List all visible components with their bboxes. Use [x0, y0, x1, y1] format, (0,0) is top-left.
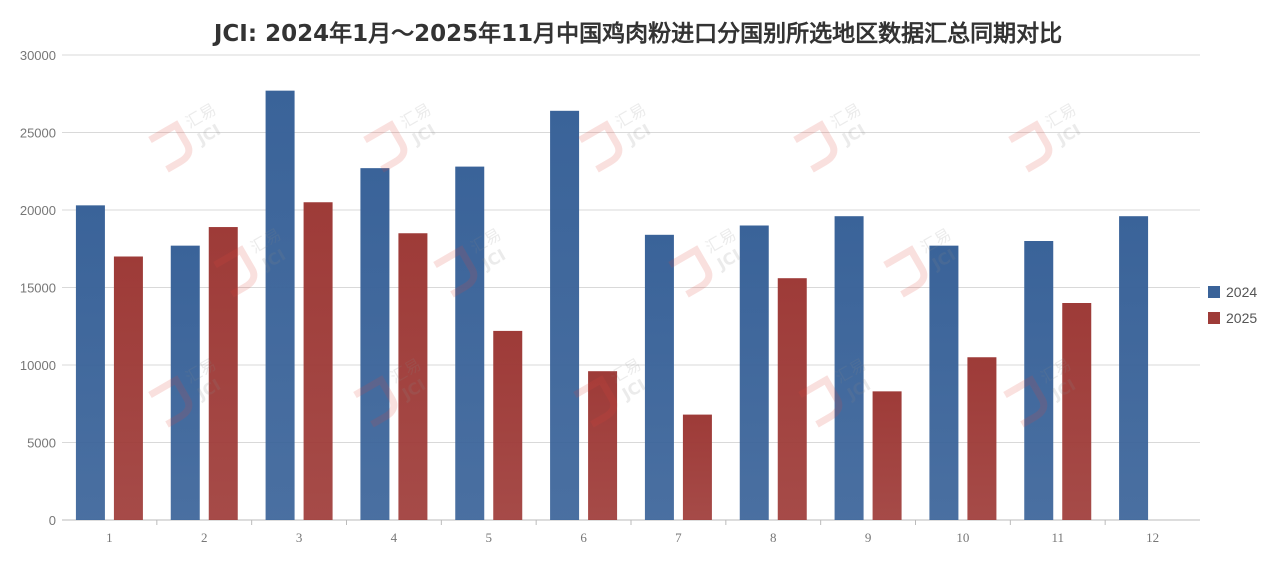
x-tick-label: 10	[956, 530, 969, 545]
watermark-j-shape	[433, 245, 478, 298]
bar-2025-4	[398, 233, 428, 520]
bar-2025-11	[1062, 303, 1092, 520]
y-tick-label: 10000	[20, 358, 56, 373]
x-tick-label: 12	[1146, 530, 1159, 545]
x-tick-label: 11	[1051, 530, 1064, 545]
watermark-j-shape	[213, 245, 258, 298]
bar-2025-2	[208, 227, 238, 521]
chart-title: JCI: 2024年1月～2025年11月中国鸡肉粉进口分国别所选地区数据汇总同…	[213, 21, 1063, 47]
x-tick-label: 8	[770, 530, 777, 545]
bar-2025-3	[303, 202, 333, 520]
bar-2025-6	[588, 371, 618, 520]
watermark-j-shape	[793, 120, 838, 173]
watermark-j-shape	[668, 245, 713, 298]
watermark-j-shape	[573, 375, 618, 428]
legend-item-2025[interactable]: 2025	[1208, 308, 1257, 328]
legend-label-2025: 2025	[1226, 310, 1258, 326]
x-tick-label: 9	[865, 530, 872, 545]
watermark-j-shape	[148, 120, 193, 173]
bar-2024-3	[265, 90, 295, 521]
x-tick-label: 2	[201, 530, 208, 545]
watermark-j-shape	[353, 375, 398, 428]
bar-2024-6	[550, 110, 580, 521]
bar-2025-7	[682, 414, 712, 520]
bar-2025-1	[113, 256, 143, 520]
watermark-j-shape	[1008, 120, 1053, 173]
bar-2024-7	[644, 234, 674, 521]
bar-2024-11	[1024, 241, 1054, 520]
bar-2024-1	[75, 205, 105, 520]
x-tick-label: 6	[580, 530, 587, 545]
bar-2024-8	[739, 225, 769, 520]
x-tick-label: 3	[296, 530, 303, 545]
y-tick-label: 20000	[20, 203, 56, 218]
legend-item-2024[interactable]: 2024	[1208, 282, 1257, 302]
x-tick-label: 1	[106, 530, 113, 545]
bar-2024-9	[834, 216, 864, 520]
watermark-j-shape	[798, 375, 843, 428]
bar-2024-4	[360, 168, 390, 520]
watermark-j-shape	[1003, 375, 1048, 428]
legend-label-2024: 2024	[1226, 284, 1258, 300]
y-tick-label: 15000	[20, 281, 56, 296]
x-tick-label: 5	[486, 530, 493, 545]
bar-2024-10	[929, 245, 959, 520]
y-tick-label: 5000	[27, 436, 56, 451]
bar-2025-9	[872, 391, 902, 520]
legend: 2024 2025	[1208, 282, 1257, 334]
watermark-j-shape	[148, 375, 193, 428]
watermark-j-shape	[363, 120, 408, 173]
bar-2024-12	[1119, 216, 1149, 520]
y-tick-label: 25000	[20, 126, 56, 141]
watermark-j-shape	[578, 120, 623, 173]
bar-2025-5	[493, 330, 523, 520]
bar-2024-5	[455, 166, 485, 520]
bar-2024-2	[170, 245, 200, 520]
bar-2025-8	[777, 278, 807, 520]
y-tick-label: 30000	[20, 48, 56, 63]
legend-swatch-2024	[1208, 286, 1220, 298]
bar-2025-10	[967, 357, 997, 520]
x-tick-label: 4	[391, 530, 398, 545]
legend-swatch-2025	[1208, 312, 1220, 324]
y-tick-label: 0	[49, 513, 56, 528]
watermark-j-shape	[883, 245, 928, 298]
x-tick-label: 7	[675, 530, 682, 545]
